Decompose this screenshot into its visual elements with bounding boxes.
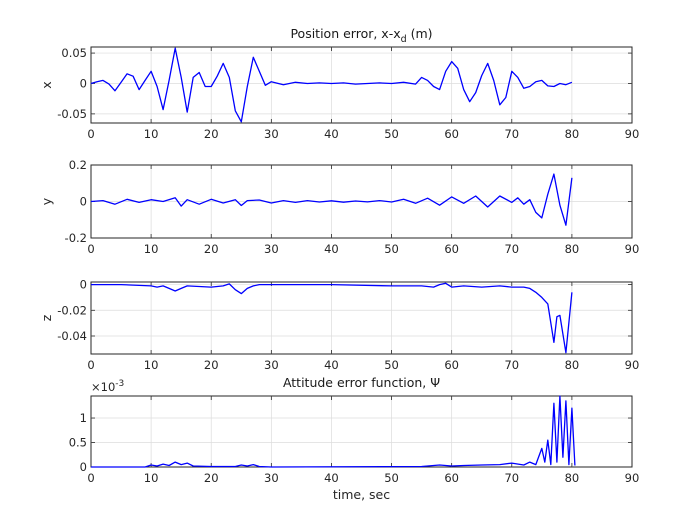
x-axis-label: time, sec [333, 487, 390, 502]
x-tick-label: 50 [384, 471, 399, 485]
x-tick-label: 10 [144, 127, 159, 141]
subplot-title: Attitude error function, Ψ [283, 375, 440, 390]
y-tick-label: -0.02 [57, 303, 87, 317]
x-tick-label: 10 [144, 242, 159, 256]
axes-frame [90, 281, 633, 355]
grid-lines [91, 47, 632, 123]
series-line-1 [91, 395, 576, 468]
x-tick-label: 90 [625, 127, 640, 141]
x-tick-label: 0 [87, 358, 94, 372]
y-axis-label: y [39, 197, 54, 205]
x-tick-label: 60 [444, 358, 459, 372]
x-tick-label: 70 [504, 127, 519, 141]
series-line-1 [90, 47, 573, 123]
x-tick-label: 10 [144, 471, 159, 485]
x-tick-label: 40 [324, 358, 339, 372]
x-tick-label: 90 [625, 242, 640, 256]
x-tick-label: 40 [324, 127, 339, 141]
x-tick-label: 90 [625, 358, 640, 372]
y-tick-label: 0.5 [69, 436, 87, 450]
x-tick-label: 30 [264, 127, 279, 141]
x-tick-label: 20 [204, 242, 219, 256]
x-tick-label: 10 [144, 358, 159, 372]
x-tick-label: 50 [384, 242, 399, 256]
y-tick-label: 0.05 [61, 46, 87, 60]
y-tick-label: 0 [80, 460, 87, 474]
x-tick-label: 0 [87, 242, 94, 256]
grid-lines [91, 396, 632, 467]
x-tick-label: 70 [504, 358, 519, 372]
x-tick-label: 20 [204, 127, 219, 141]
x-tick-label: 70 [504, 242, 519, 256]
x-tick-label: 30 [264, 471, 279, 485]
x-tick-label: 50 [384, 358, 399, 372]
x-tick-label: 90 [625, 471, 640, 485]
series-line-1 [90, 173, 573, 226]
x-tick-label: 70 [504, 471, 519, 485]
x-tick-label: 0 [87, 127, 94, 141]
y-tick-label: 0 [80, 76, 87, 90]
x-tick-label: 80 [565, 242, 580, 256]
x-tick-label: 60 [444, 127, 459, 141]
y-exponent-label: ×10-3 [91, 379, 124, 394]
y-tick-label: 1 [80, 411, 87, 425]
y-tick-label: -0.2 [65, 231, 87, 245]
x-tick-label: 80 [565, 471, 580, 485]
series-line-1 [91, 282, 573, 354]
x-tick-label: 30 [264, 358, 279, 372]
y-axis-label: x [39, 81, 54, 88]
subplot-4: 0 10 20 30 40 50 60 70 80 90 0 0.5 1 ×10-3 Attitude er… [69, 375, 640, 502]
y-axis-label: z [39, 314, 54, 321]
axes-frame [90, 395, 633, 468]
x-tick-label: 50 [384, 127, 399, 141]
x-tick-label: 60 [444, 242, 459, 256]
x-tick-label: 20 [204, 358, 219, 372]
x-tick-label: 40 [324, 471, 339, 485]
y-tick-label: 0 [80, 278, 87, 292]
x-tick-label: 0 [87, 471, 94, 485]
y-tick-label: 0.2 [69, 158, 87, 172]
subplot-title: Position error, x-xd (m) [290, 26, 432, 45]
y-tick-label: -0.05 [57, 107, 87, 121]
x-tick-label: 40 [324, 242, 339, 256]
x-tick-label: 60 [444, 471, 459, 485]
x-tick-label: 20 [204, 471, 219, 485]
y-tick-label: 0 [80, 195, 87, 209]
axes-frame [90, 46, 633, 124]
subplot-3: 0 10 20 30 40 50 60 70 80 90 -0.04 -0.02 0 z [39, 278, 639, 372]
x-tick-label: 80 [565, 358, 580, 372]
x-tick-label: 80 [565, 127, 580, 141]
y-tick-label: -0.04 [57, 329, 87, 343]
subplot-2: 0 10 20 30 40 50 60 70 80 90-0.200.2y [39, 158, 639, 256]
x-tick-label: 30 [264, 242, 279, 256]
grid-lines [91, 282, 632, 354]
